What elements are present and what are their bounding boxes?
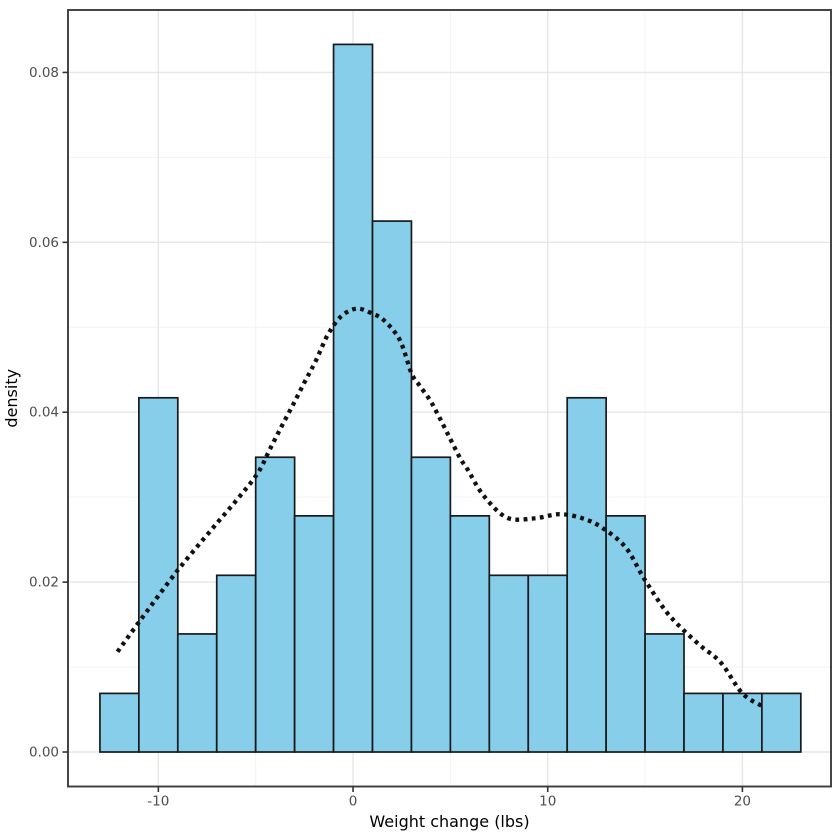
histogram-bar [371, 220, 413, 753]
y-tick-label: 0.06 [29, 235, 59, 251]
histogram-bar [683, 692, 724, 753]
histogram-bar [215, 574, 257, 753]
histogram-bar [488, 574, 530, 753]
density-curve [115, 306, 765, 709]
gridlines-minor [68, 10, 831, 787]
x-tick-label: 0 [349, 794, 358, 810]
histogram-bar [254, 456, 296, 753]
x-tick-label: 10 [539, 794, 556, 810]
histogram-bar [410, 456, 452, 753]
x-tick-label: 20 [734, 794, 751, 810]
histogram-bar [332, 43, 374, 753]
y-tick-label: 0.04 [29, 405, 59, 421]
x-axis-title: Weight change (lbs) [369, 812, 529, 831]
histogram-bar [644, 633, 685, 753]
density-curve-layer [115, 306, 765, 709]
histogram-bar [99, 692, 140, 753]
axis-ticks [62, 71, 744, 792]
histogram-bar [761, 692, 802, 753]
histogram-bar [449, 515, 491, 753]
plot-panel-border [67, 9, 832, 788]
histogram-bar [605, 515, 646, 753]
histogram-bar [722, 692, 763, 753]
y-tick-label: 0.00 [29, 745, 59, 761]
histogram-bar [566, 396, 607, 753]
y-tick-label: 0.02 [29, 575, 59, 591]
x-tick-label: -10 [147, 794, 169, 810]
histogram-bar [293, 515, 335, 753]
axis-tick-labels: 0.00 0.02 0.04 0.06 0.08 -10 0 10 20 [29, 65, 751, 810]
histogram-bar [176, 633, 218, 753]
histogram-bar [138, 396, 179, 753]
y-tick-label: 0.08 [29, 65, 59, 81]
histogram-bar [527, 574, 569, 753]
histogram-bars [99, 43, 802, 753]
y-axis-title: density [2, 369, 21, 428]
